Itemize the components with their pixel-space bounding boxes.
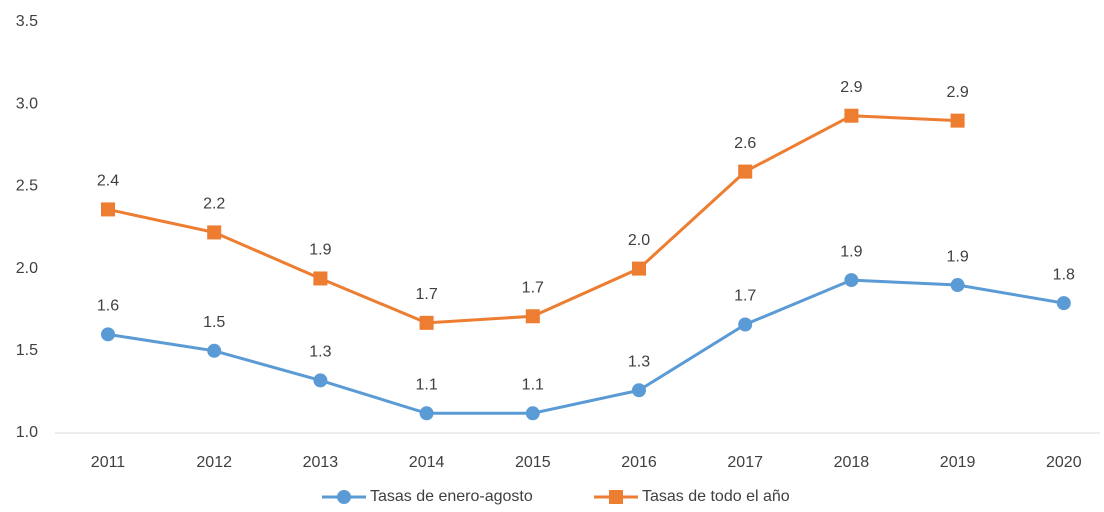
- legend-label: Tasas de todo el año: [642, 488, 790, 505]
- data-label: 1.9: [309, 242, 331, 259]
- series-line: [107, 278, 1065, 415]
- x-tick-label: 2013: [303, 454, 339, 471]
- data-point: [419, 315, 434, 330]
- legend-marker: [337, 490, 351, 504]
- data-point: [844, 273, 859, 288]
- data-label: 1.6: [97, 298, 119, 315]
- y-tick-label: 2.0: [16, 260, 38, 277]
- data-point: [207, 225, 222, 240]
- y-tick-label: 3.5: [16, 13, 38, 30]
- data-label: 2.9: [840, 79, 862, 96]
- data-point: [313, 271, 328, 286]
- data-point: [419, 406, 434, 421]
- data-point: [1056, 296, 1071, 311]
- x-tick-label: 2019: [940, 454, 976, 471]
- data-label: 1.1: [522, 376, 544, 393]
- y-tick-label: 1.0: [16, 424, 38, 441]
- data-label: 1.9: [840, 243, 862, 260]
- data-point: [632, 261, 646, 276]
- data-label: 2.4: [97, 173, 119, 190]
- data-point: [950, 113, 965, 128]
- data-label: 1.7: [734, 288, 756, 305]
- data-point: [525, 309, 540, 324]
- x-tick-label: 2017: [727, 454, 763, 471]
- legend-marker: [609, 490, 623, 504]
- data-label: 1.8: [1053, 266, 1075, 283]
- x-tick-label: 2014: [409, 454, 445, 471]
- data-point: [950, 278, 965, 293]
- data-label: 2.9: [946, 84, 968, 101]
- data-label: 1.1: [415, 376, 437, 393]
- x-tick-label: 2020: [1046, 454, 1082, 471]
- data-label: 2.0: [628, 232, 650, 249]
- x-tick-label: 2015: [515, 454, 551, 471]
- data-label: 2.6: [734, 135, 756, 152]
- data-label: 1.7: [522, 279, 544, 296]
- data-point: [844, 108, 859, 123]
- data-label: 1.7: [415, 286, 437, 303]
- data-point: [101, 327, 115, 342]
- data-label: 1.3: [309, 344, 331, 361]
- data-label: 1.9: [946, 248, 968, 265]
- data-point: [738, 317, 753, 332]
- data-label: 2.2: [203, 196, 225, 213]
- x-tick-label: 2012: [196, 454, 232, 471]
- data-point: [632, 383, 646, 398]
- y-tick-label: 2.5: [16, 178, 38, 195]
- data-point: [313, 373, 328, 388]
- legend-label: Tasas de enero-agosto: [370, 488, 533, 505]
- x-tick-label: 2018: [834, 454, 870, 471]
- data-label: 1.5: [203, 314, 225, 331]
- y-tick-label: 3.0: [16, 95, 38, 112]
- data-point: [738, 164, 753, 179]
- data-point: [207, 343, 222, 358]
- x-tick-label: 2016: [621, 454, 657, 471]
- data-point: [101, 202, 115, 217]
- data-point: [525, 406, 540, 421]
- data-label: 1.3: [628, 353, 650, 370]
- x-tick-label: 2011: [91, 454, 126, 471]
- y-tick-label: 1.5: [16, 342, 38, 359]
